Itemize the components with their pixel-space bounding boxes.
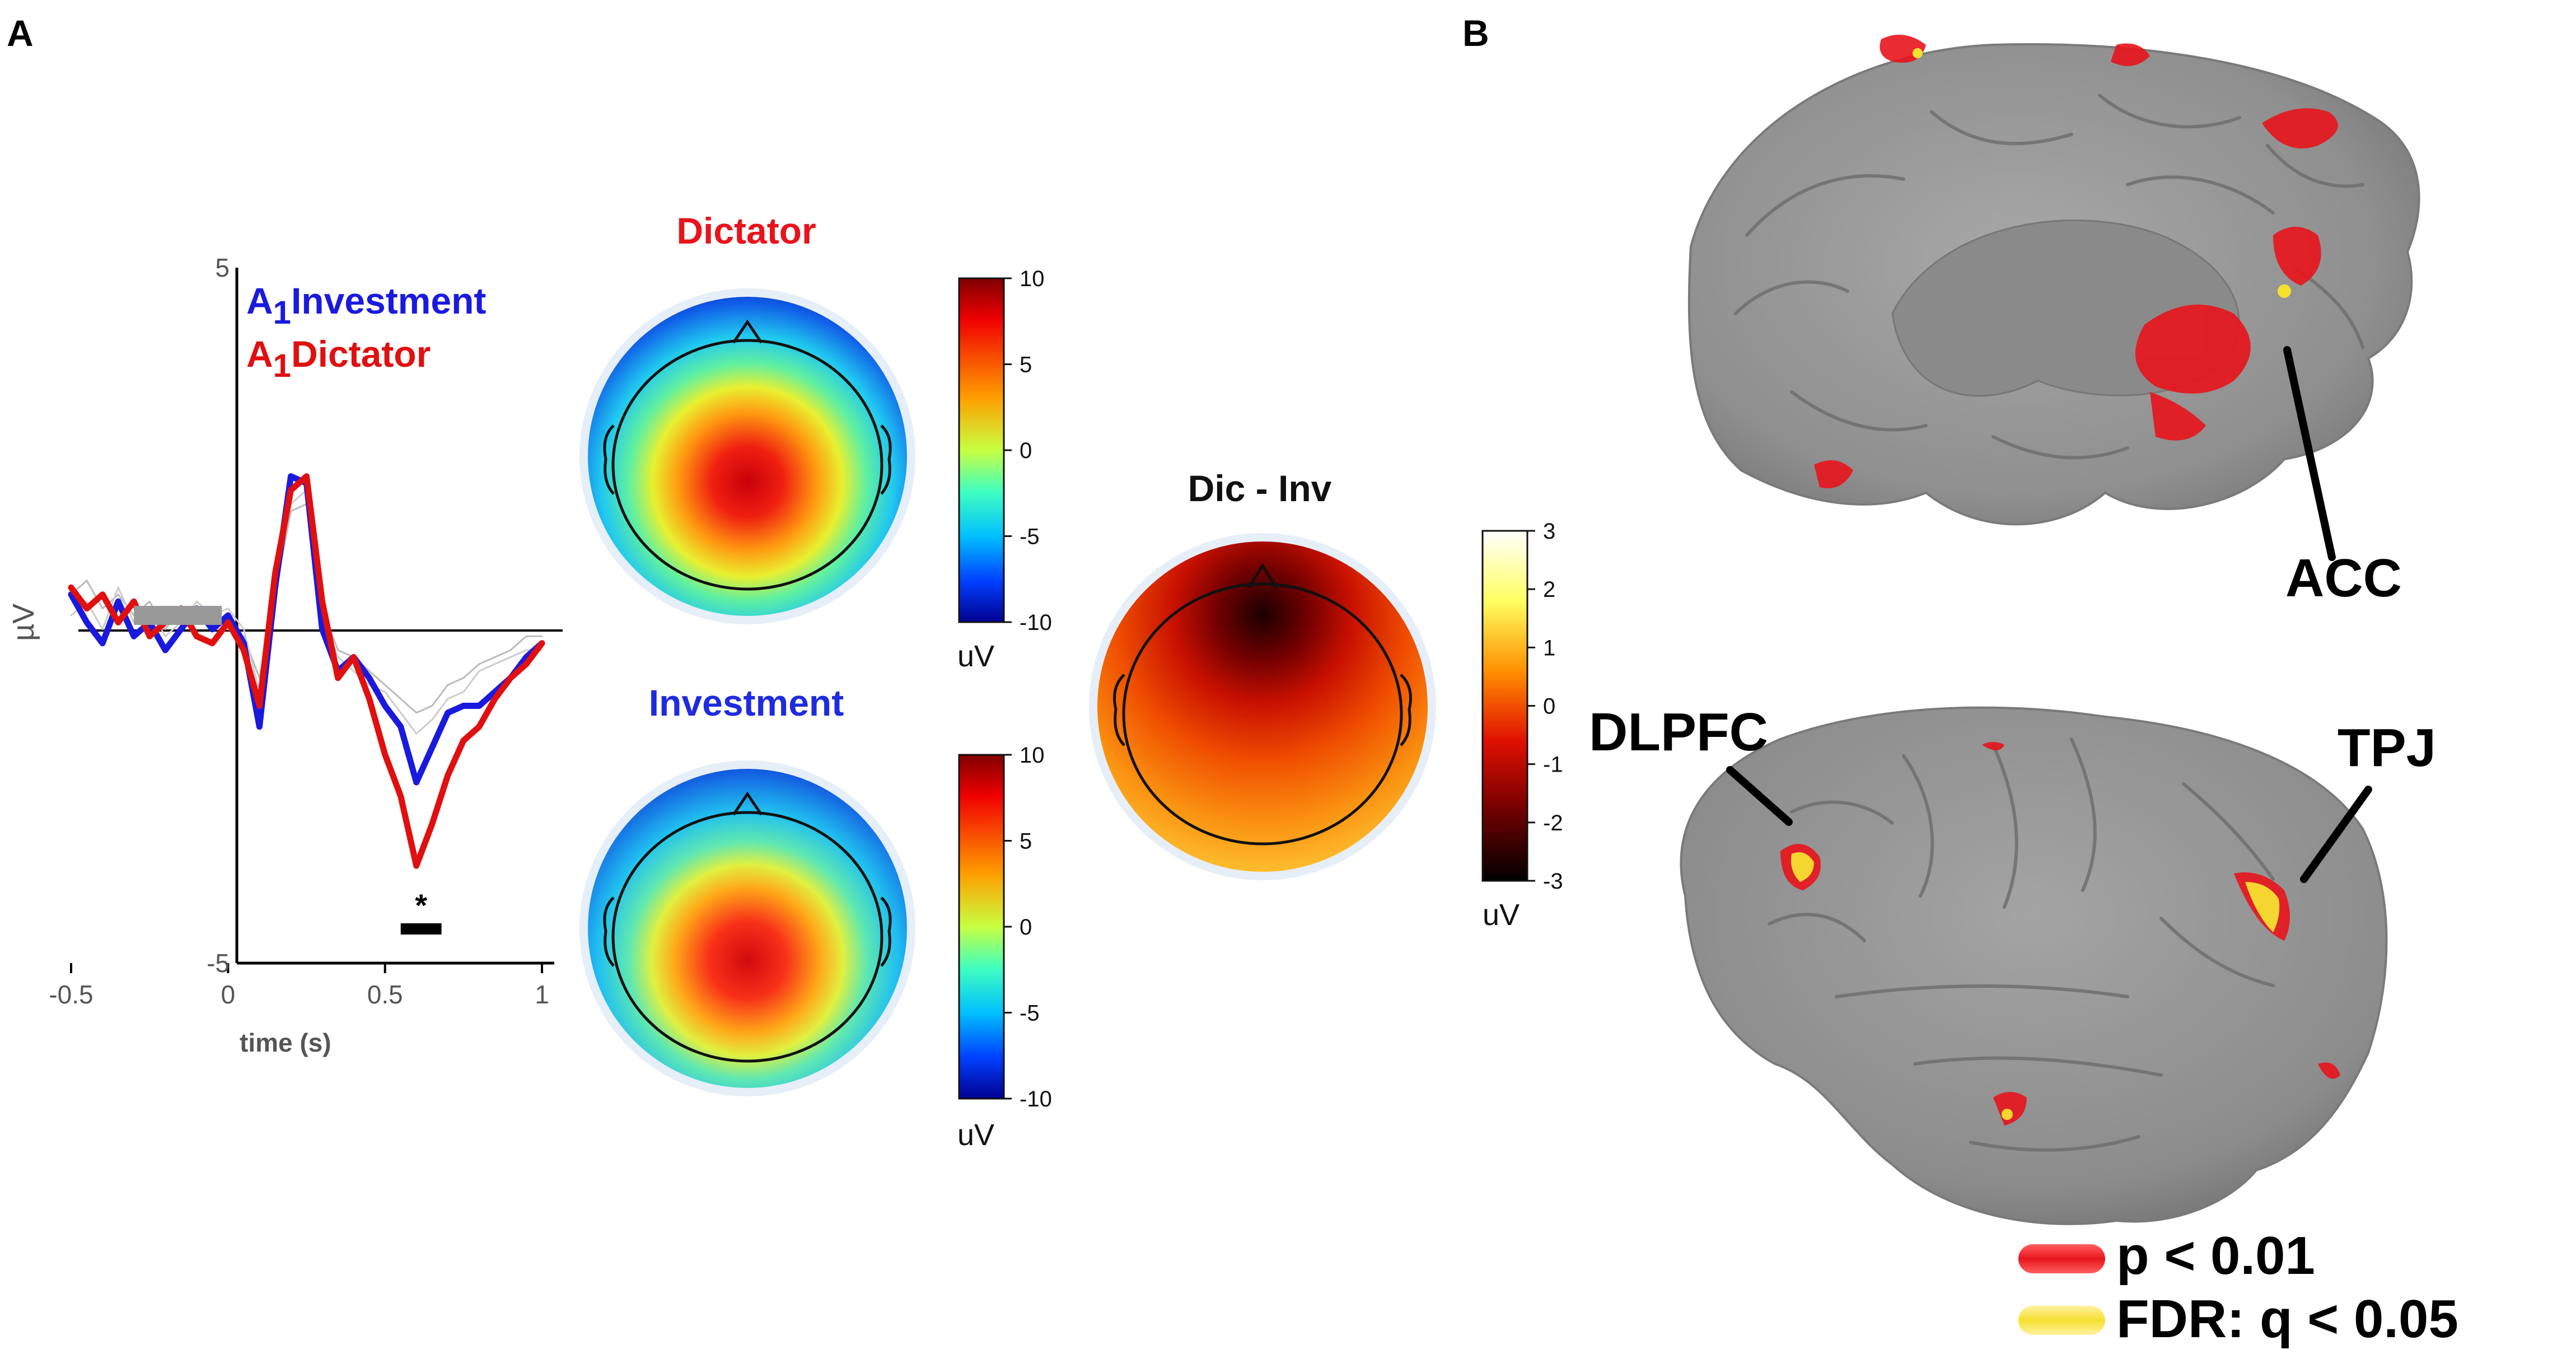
- colorbar-dictator-unit: uV: [957, 639, 994, 673]
- topomap-investment: Investment: [579, 682, 915, 1096]
- erp-legend: A1Investment A1Dictator: [246, 280, 486, 384]
- colorbar-tick-label: 5: [1020, 353, 1032, 377]
- colorbar-investment-scale: [958, 754, 1005, 1100]
- colorbar-tick-label: 0: [1543, 694, 1555, 719]
- brain-legend: p < 0.01 FDR: q < 0.05: [2018, 1226, 2458, 1349]
- legend-entry-investment: A1Investment: [246, 280, 486, 331]
- colorbar-difference: 3 2 1 0 -1 -2 -3 uV: [1481, 519, 1563, 932]
- legend-label-p: p < 0.01: [2116, 1226, 2315, 1286]
- erp-series: [68, 473, 545, 869]
- legend-label-fdr: FDR: q < 0.05: [2116, 1289, 2458, 1349]
- erp-ticks: -0.5 0 0.5 1 5 -5: [49, 253, 549, 1009]
- y-tick-label: -5: [207, 949, 230, 978]
- topomap-difference: Dic - Inv: [1089, 468, 1436, 880]
- brain-lateral-view: [1680, 706, 2388, 1225]
- topomap-investment-head-outline: [603, 791, 892, 1063]
- brain-lateral-surface: [1680, 706, 2388, 1225]
- colorbar-dictator-scale: [958, 277, 1005, 623]
- label-dlpfc: DLPFC: [1589, 702, 1768, 762]
- colorbar-tick-label: -2: [1543, 811, 1563, 835]
- brain-medial-sulci: [1734, 94, 2364, 460]
- erp-chart: -0.5 0 0.5 1 5 -5 * µV time (s) A1Investment …: [7, 253, 563, 1057]
- erp-y-label: µV: [7, 604, 40, 641]
- erp-extras: *: [134, 606, 442, 935]
- colorbar-investment-ticks: 10 5 0 -5 -10: [1004, 743, 1052, 1112]
- dlpfc-pointer: [1726, 766, 1793, 826]
- x-tick-label: 0: [221, 980, 236, 1009]
- colorbar-tick-label: 5: [1020, 829, 1032, 854]
- colorbar-tick-label: -3: [1543, 869, 1563, 894]
- topomap-investment-map: [588, 769, 907, 1088]
- x-tick-label: -0.5: [49, 980, 93, 1009]
- colorbar-tick-label: 10: [1020, 743, 1045, 768]
- topomap-dictator-title: Dictator: [676, 210, 816, 251]
- panel-label-a: A: [7, 12, 34, 54]
- brain-medial-fdr: [1913, 48, 2291, 298]
- legend-entry-dictator: A1Dictator: [246, 333, 431, 384]
- brain-lateral-fdr: [1791, 852, 2280, 1120]
- colorbar-tick-label: 0: [1020, 438, 1032, 463]
- significance-bar: [400, 923, 442, 935]
- brain-lateral-sulci: [1768, 737, 2275, 1152]
- topomap-difference-map: [1097, 541, 1428, 872]
- legend-swatch-p: [2018, 1244, 2105, 1273]
- acc-pointer: [2283, 346, 2336, 561]
- tpj-pointer: [2300, 786, 2372, 883]
- erp-series-line-a1dictator: [68, 473, 545, 869]
- topomap-dictator: Dictator: [579, 210, 915, 624]
- colorbar-tick-label: 2: [1543, 577, 1555, 602]
- topomap-dictator-head-outline: [603, 319, 892, 591]
- baseline-bar: [134, 606, 222, 625]
- topomap-difference-title: Dic - Inv: [1188, 468, 1332, 509]
- colorbar-tick-label: -5: [1020, 525, 1040, 549]
- colorbar-investment-unit: uV: [957, 1118, 994, 1152]
- colorbar-difference-unit: uV: [1483, 898, 1520, 932]
- label-tpj: TPJ: [2337, 718, 2436, 778]
- colorbar-dictator: 10 5 0 -5 -10 uV: [957, 267, 1052, 673]
- colorbar-tick-label: -1: [1543, 753, 1563, 777]
- y-tick-label: 5: [215, 253, 230, 282]
- colorbar-tick-label: -10: [1020, 1087, 1052, 1112]
- topomap-investment-title: Investment: [649, 682, 844, 723]
- x-tick-label: 1: [535, 980, 549, 1009]
- colorbar-tick-label: 10: [1020, 267, 1045, 291]
- brain-medial-activations: [1814, 35, 2338, 488]
- colorbar-tick-label: -5: [1020, 1001, 1040, 1026]
- colorbar-difference-scale: [1481, 530, 1528, 882]
- colorbar-tick-label: 0: [1020, 915, 1032, 940]
- significance-star: *: [415, 888, 427, 923]
- colorbar-difference-ticks: 3 2 1 0 -1 -2 -3: [1527, 519, 1563, 894]
- x-tick-label: 0.5: [367, 980, 403, 1009]
- colorbar-tick-label: -10: [1020, 610, 1052, 635]
- erp-x-label: time (s): [240, 1028, 331, 1057]
- topomap-difference-head-outline: [1113, 563, 1412, 846]
- panel-label-b: B: [1462, 12, 1489, 54]
- colorbar-tick-label: 3: [1543, 519, 1555, 544]
- colorbar-dictator-ticks: 10 5 0 -5 -10: [1004, 267, 1052, 635]
- brain-medial-view: [1687, 35, 2420, 526]
- topomap-dictator-map: [588, 297, 907, 616]
- colorbar-investment: 10 5 0 -5 -10 uV: [957, 743, 1052, 1152]
- colorbar-tick-label: 1: [1543, 636, 1555, 660]
- legend-swatch-fdr: [2018, 1306, 2105, 1335]
- label-acc: ACC: [2285, 548, 2402, 608]
